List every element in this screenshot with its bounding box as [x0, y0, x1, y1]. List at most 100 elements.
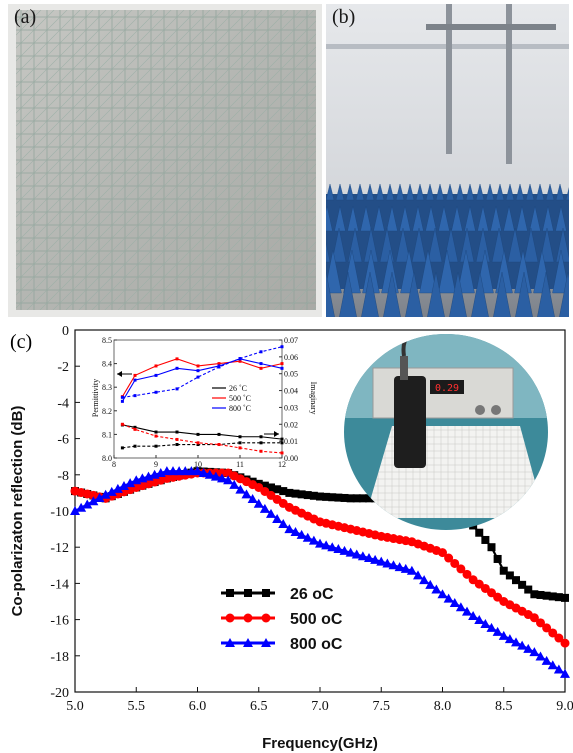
data-point-2 [125, 478, 136, 488]
data-point-0 [322, 492, 331, 501]
data-point-2 [388, 560, 399, 570]
legend-marker [226, 589, 234, 597]
inset-point-3 [259, 441, 263, 445]
y-tick-label: 0 [62, 324, 69, 339]
data-point-2 [553, 664, 564, 674]
inset-point-4 [238, 446, 242, 450]
inset-point-3 [133, 444, 137, 448]
probe-body [394, 376, 426, 468]
absorber-array [326, 183, 569, 317]
data-point-0 [334, 493, 343, 502]
panel-a-label: (a) [14, 6, 37, 28]
data-point-0 [481, 535, 490, 544]
absorber-cone [375, 183, 385, 201]
data-point-2 [204, 469, 215, 479]
absorber-cone [457, 249, 475, 294]
inset-y-tick-label: 8.0 [102, 454, 112, 463]
absorber-cone [545, 183, 555, 201]
data-point-0 [499, 566, 508, 575]
inset-point-2 [120, 399, 124, 403]
inset-y-tick-label: 8.5 [102, 336, 112, 345]
data-point-0 [279, 487, 288, 496]
inset-x-tick-label: 11 [236, 460, 244, 469]
inset-y2-tick-label: 0.04 [284, 387, 298, 396]
inset-point-3 [238, 441, 242, 445]
inset-point-3 [280, 441, 284, 445]
data-point-0 [303, 491, 312, 500]
absorber-cone [565, 187, 569, 201]
data-point-2 [413, 570, 423, 580]
absorber-cone [415, 183, 425, 201]
absorber-cone [464, 205, 476, 232]
data-point-0 [352, 494, 361, 503]
data-point-0 [505, 571, 514, 580]
x-tick-label: 6.5 [250, 699, 268, 714]
absorber-cone [552, 249, 569, 294]
x-tick-label: 6.0 [189, 699, 207, 714]
legend-marker [225, 613, 235, 623]
data-point-2 [345, 547, 356, 557]
x-tick-label: 8.0 [434, 699, 452, 714]
data-point-0 [493, 554, 502, 563]
data-point-2 [400, 563, 411, 573]
data-point-2 [259, 503, 270, 513]
y-tick-label: -4 [57, 396, 69, 411]
absorber-cone [412, 205, 424, 232]
inset-permittivity-chart: 8 9 10 11 12 8.0 8.1 8.2 8.3 8.4 8.5 0.00 0.01 0.02 0.… [91, 336, 318, 469]
inset-point-3 [154, 444, 158, 448]
data-point-1 [548, 628, 558, 638]
absorber-cone [475, 183, 485, 201]
absorber-cone [355, 183, 365, 201]
inset-y-tick-label: 8.1 [102, 430, 112, 439]
data-point-2 [76, 502, 87, 512]
absorber-cone [471, 271, 489, 317]
data-point-2 [394, 562, 405, 572]
panel-b-label: (b) [332, 6, 356, 28]
inset-point-0 [238, 435, 242, 439]
data-point-0 [548, 592, 557, 601]
data-point-2 [278, 519, 289, 529]
data-point-2 [468, 610, 479, 620]
absorber-cone [345, 183, 355, 201]
absorber-cone [507, 227, 523, 263]
inset-point-5 [175, 387, 179, 391]
data-point-0 [561, 593, 569, 602]
data-point-0 [309, 491, 318, 500]
absorber-cone [385, 183, 395, 201]
data-point-1 [456, 564, 466, 574]
data-point-0 [487, 543, 496, 552]
absorber-cone [411, 227, 427, 263]
y-tick-label: -2 [57, 360, 69, 375]
absorber-cone [326, 183, 335, 201]
absorber-cone [427, 227, 443, 263]
data-point-2 [223, 475, 234, 485]
data-point-2 [235, 484, 246, 494]
inset-point-1 [217, 362, 221, 366]
y-tick-label: -6 [57, 433, 69, 448]
absorber-cone [505, 183, 515, 201]
inset-point-3 [175, 443, 179, 447]
inset-point-0 [133, 425, 137, 429]
data-point-2 [119, 481, 129, 491]
inset-y-tick-label: 8.2 [102, 407, 112, 416]
absorber-cone [405, 271, 423, 317]
inset-point-5 [259, 350, 263, 354]
absorber-cone [395, 227, 411, 263]
data-point-2 [192, 466, 203, 476]
absorber-cone [493, 271, 511, 317]
data-point-2 [82, 499, 93, 509]
reflection-chart: (c) 5.0 5.5 6.0 6.5 7.0 7.5 8.0 8.5 9.0 0 -2 -4 -6 -8… [9, 324, 573, 752]
data-point-2 [339, 545, 350, 555]
data-point-2 [492, 626, 503, 636]
absorber-cone [334, 205, 346, 232]
data-point-0 [291, 489, 300, 498]
data-point-1 [444, 553, 454, 563]
data-point-2 [455, 602, 466, 612]
data-point-1 [536, 618, 545, 628]
inset-point-5 [217, 365, 221, 369]
data-point-0 [365, 494, 373, 503]
absorber-cone [449, 271, 467, 317]
inset-y-tick-label: 8.3 [102, 383, 112, 392]
inset-point-5 [133, 394, 137, 398]
data-point-2 [541, 655, 552, 665]
